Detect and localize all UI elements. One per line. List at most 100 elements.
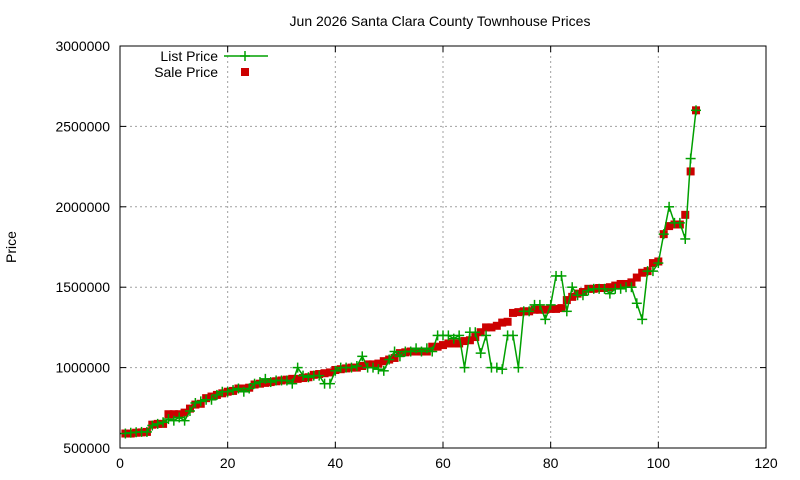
list-price-point: [206, 394, 217, 405]
sale-price-point: [686, 167, 695, 176]
list-price-point: [233, 383, 244, 394]
list-price-point: [373, 364, 384, 375]
list-price-point: [658, 229, 669, 240]
x-tick-label: 120: [754, 455, 778, 471]
sale-price-point: [358, 361, 367, 370]
grid: [120, 46, 766, 448]
list-price-point: [416, 346, 427, 357]
list-price-point: [626, 282, 637, 293]
list-price-point: [211, 389, 222, 400]
sale-price-point: [568, 292, 577, 301]
sale-price-point: [514, 308, 523, 317]
list-price-point: [647, 266, 658, 277]
list-price-point: [405, 346, 416, 357]
y-tick-label: 1500000: [55, 279, 110, 295]
list-price-point: [141, 426, 152, 437]
list-price-point: [314, 370, 325, 381]
list-price-point: [346, 362, 357, 373]
list-price-point: [599, 283, 610, 294]
list-price-point: [147, 420, 158, 431]
list-price-point: [448, 333, 459, 344]
list-price-point: [664, 201, 675, 212]
list-price-point: [168, 415, 179, 426]
sale-price-point: [562, 296, 571, 305]
list-price-point: [567, 282, 578, 293]
sale-price-point: [681, 210, 690, 219]
sale-price-point: [482, 323, 491, 332]
sale-price-point: [390, 353, 399, 362]
list-price-point: [195, 396, 206, 407]
list-price-point: [120, 428, 131, 439]
list-price-point: [249, 378, 260, 389]
list-price-point: [443, 330, 454, 341]
sale-price-point: [557, 304, 566, 313]
list-price-point: [222, 386, 233, 397]
list-price-point: [556, 270, 567, 281]
axis-ticks: 0 20 40 60 80 100 120 500000 1000000 1500000 20000…: [55, 38, 777, 471]
sale-price-point: [455, 339, 464, 348]
list-price-point: [583, 285, 594, 296]
sale-price-point: [465, 336, 474, 345]
list-price-point: [389, 346, 400, 357]
list-price-point: [287, 378, 298, 389]
list-price-point: [378, 365, 389, 376]
y-tick-label: 1000000: [55, 360, 110, 376]
list-price-point: [680, 233, 691, 244]
list-price-point: [561, 306, 572, 317]
list-price-point: [421, 343, 432, 354]
list-price-point: [238, 386, 249, 397]
list-price-point: [685, 153, 696, 164]
sale-price-point: [180, 408, 189, 417]
list-price-point: [244, 383, 255, 394]
list-price-point: [158, 417, 169, 428]
list-price-point: [577, 290, 588, 301]
list-price-point: [368, 362, 379, 373]
sale-price-point: [487, 323, 496, 332]
list-price-point: [481, 330, 492, 341]
sale-price-point: [476, 328, 485, 337]
list-price-point: [545, 299, 556, 310]
list-price-point: [303, 372, 314, 383]
sale-price-point: [444, 339, 453, 348]
list-price-point: [330, 365, 341, 376]
list-price-point: [190, 397, 201, 408]
list-price-point: [254, 377, 265, 388]
list-price-point: [184, 406, 195, 417]
sale-price-point: [293, 374, 302, 383]
list-price-point: [491, 362, 502, 373]
x-tick-label: 0: [116, 455, 124, 471]
x-tick-label: 20: [220, 455, 236, 471]
list-price-point: [427, 346, 438, 357]
plot-frame: [119, 45, 767, 449]
list-price-point: [324, 378, 335, 389]
list-price-point: [265, 377, 276, 388]
list-price-point: [604, 288, 615, 299]
list-price-point: [394, 351, 405, 362]
sale-price-point: [492, 321, 501, 330]
x-tick-label: 80: [543, 455, 559, 471]
sale-price-point: [169, 410, 178, 419]
list-price-point: [179, 415, 190, 426]
legend: List Price Sale Price: [154, 48, 268, 80]
sale-price-point: [503, 317, 512, 326]
list-price-point: [174, 412, 185, 423]
list-price-point: [260, 373, 271, 384]
sale-price-point: [508, 308, 517, 317]
list-price-point: [524, 306, 535, 317]
list-price-point: [281, 375, 292, 386]
y-tick-label: 3000000: [55, 38, 110, 54]
x-tick-label: 60: [435, 455, 451, 471]
list-price-point: [475, 348, 486, 359]
legend-marker-sale-price: [241, 68, 249, 76]
list-price-point: [507, 330, 518, 341]
sale-price-point: [541, 305, 550, 314]
sale-price-point: [498, 318, 507, 327]
chart-title: Jun 2026 Santa Clara County Townhouse Pr…: [290, 13, 591, 29]
sale-price-point: [374, 359, 383, 368]
list-price-point: [459, 362, 470, 373]
list-price-point: [497, 364, 508, 375]
sale-price-point: [460, 337, 469, 346]
sale-price-point: [320, 369, 329, 378]
list-price-line: [125, 110, 697, 435]
legend-marker-list-price: [240, 51, 250, 61]
